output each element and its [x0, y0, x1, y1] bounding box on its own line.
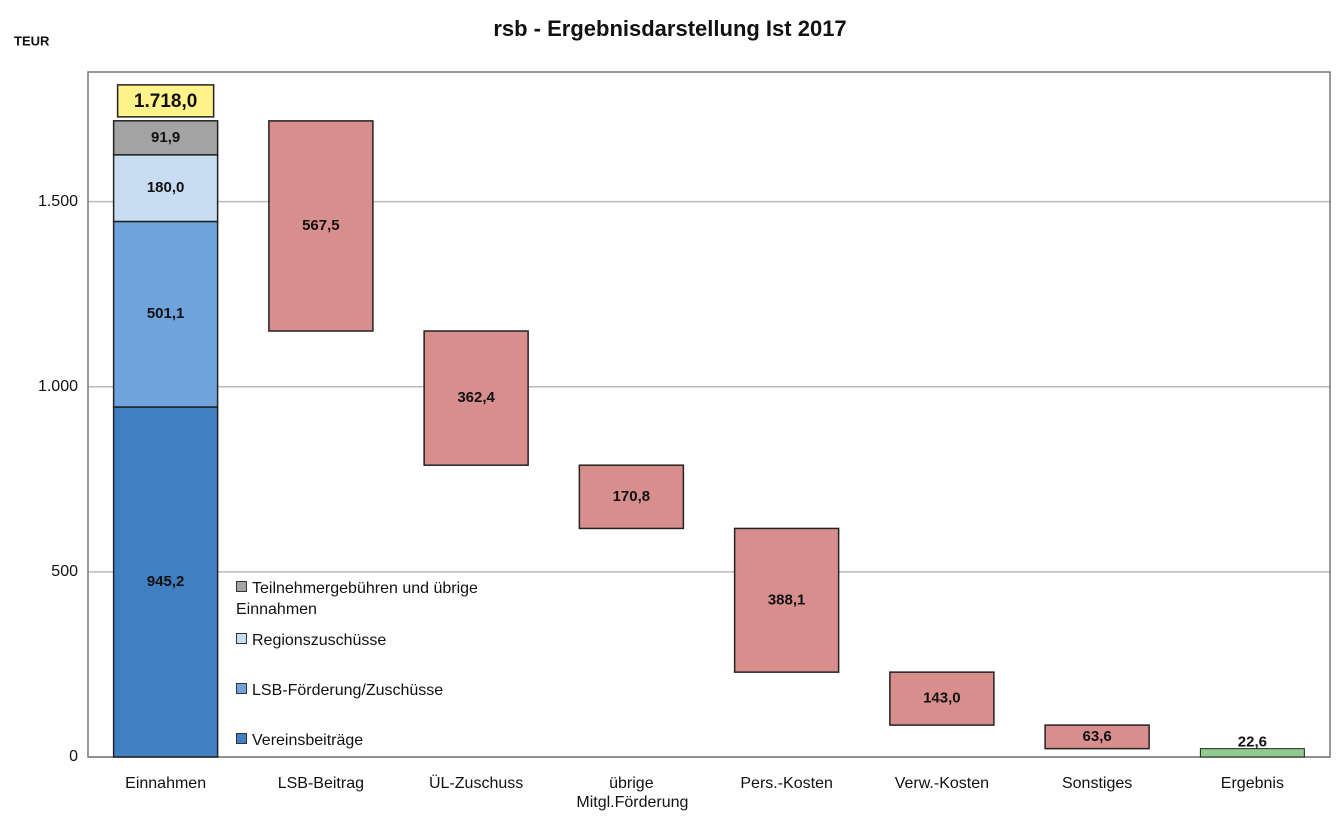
legend-label: LSB-Förderung/Zuschüsse — [252, 682, 444, 699]
bar — [112, 406, 219, 758]
bar — [1044, 724, 1150, 750]
y-tick-label: 500 — [51, 563, 78, 580]
data-label: 501,1 — [147, 305, 185, 322]
plot-frame — [87, 71, 1331, 758]
bar — [112, 154, 219, 223]
y-tick-label: 1.500 — [38, 193, 78, 210]
legend-label: Regionszuschüsse — [252, 632, 387, 649]
data-label: 180,0 — [147, 179, 185, 196]
x-tick-label: Pers.-Kosten — [740, 775, 833, 792]
legend-item: LSB-Förderung/Zuschüsse — [236, 680, 526, 701]
legend-swatch — [236, 581, 247, 592]
legend-item: Teilnehmergebühren und übrige Einnahmen — [236, 578, 506, 620]
y-tick-label: 0 — [69, 748, 78, 765]
legend-label: Vereinsbeiträge — [252, 732, 364, 749]
total-box — [116, 84, 215, 118]
data-label: 567,5 — [302, 217, 340, 234]
x-tick-label: Ergebnis — [1220, 775, 1284, 792]
data-label: 388,1 — [768, 591, 806, 608]
bar — [889, 671, 995, 726]
legend-item: Vereinsbeiträge — [236, 730, 526, 751]
legend-label: Teilnehmergebühren und übrige Einnahmen — [236, 580, 478, 618]
data-label: 143,0 — [923, 690, 961, 707]
y-axis-label: TEUR — [14, 33, 50, 48]
legend-swatch — [236, 633, 247, 644]
x-tick-label: übrige Mitgl.Förderung — [576, 775, 689, 811]
bar — [268, 120, 374, 332]
x-tick-label: Einnahmen — [125, 775, 207, 792]
data-label: 945,2 — [147, 573, 185, 590]
total-label: 1.718,0 — [134, 91, 197, 112]
bar — [112, 120, 219, 156]
x-tick-label: LSB-Beitrag — [277, 775, 364, 792]
chart-title: rsb - Ergebnisdarstellung Ist 2017 — [493, 16, 846, 41]
legend-swatch — [236, 733, 247, 744]
data-label: 22,6 — [1238, 734, 1267, 751]
legend-swatch — [236, 683, 247, 694]
bar — [578, 464, 685, 530]
data-label: 91,9 — [151, 129, 180, 146]
data-label: 362,4 — [457, 389, 495, 406]
x-tick-label: ÜL-Zuschuss — [429, 775, 524, 792]
bar — [1199, 748, 1305, 758]
data-label: 170,8 — [613, 488, 651, 505]
data-label: 63,6 — [1083, 728, 1112, 745]
bar — [733, 527, 840, 673]
x-tick-label: Verw.-Kosten — [894, 775, 990, 792]
legend-item: Regionszuschüsse — [236, 630, 526, 651]
bar — [423, 330, 529, 466]
x-tick-label: Sonstiges — [1061, 775, 1133, 792]
y-tick-label: 1.000 — [38, 378, 78, 395]
